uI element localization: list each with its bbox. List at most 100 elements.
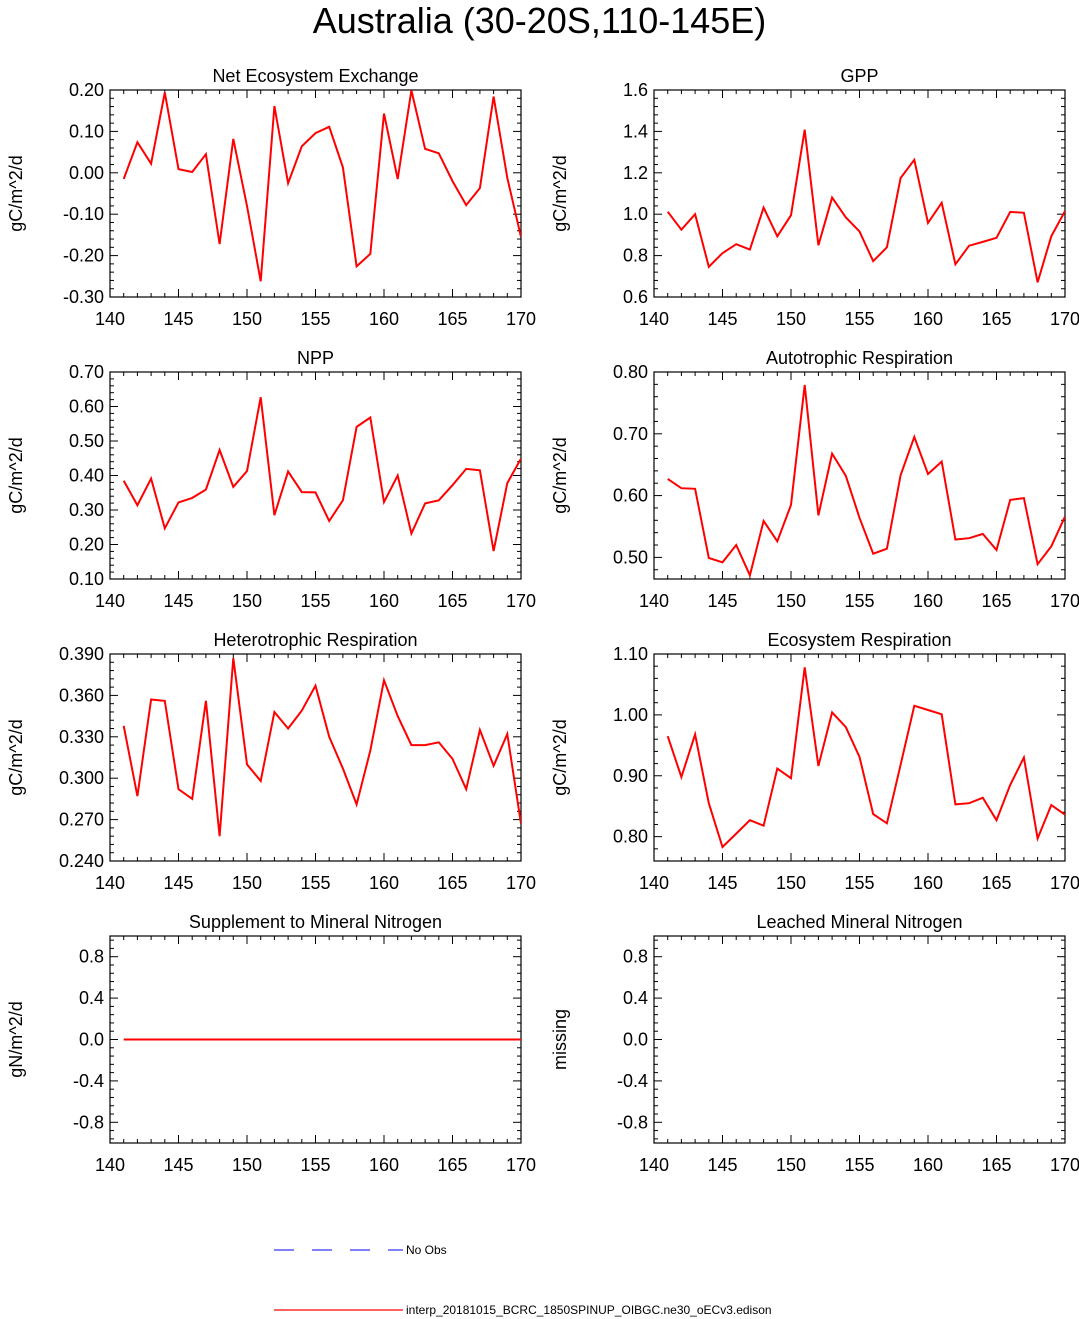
series-line <box>122 657 521 837</box>
figure-title: Australia (30-20S,110-145E) <box>312 0 767 41</box>
y-tick-label: -0.8 <box>617 1112 648 1132</box>
x-tick-label: 140 <box>639 591 669 611</box>
x-tick-label: 160 <box>913 873 943 893</box>
y-tick-label: 0.8 <box>623 947 648 967</box>
x-tick-label: 155 <box>844 873 874 893</box>
x-tick-label: 160 <box>369 1155 399 1175</box>
y-tick-label: 0.60 <box>69 397 104 417</box>
x-tick-label: 160 <box>913 309 943 329</box>
panel-3: NPP gC/m^2/d 140 145 150 155 160 165 170 0.10 0.20… <box>6 348 536 611</box>
x-tick-label: 150 <box>232 591 262 611</box>
x-tick-label: 165 <box>437 309 467 329</box>
panel-title: Supplement to Mineral Nitrogen <box>189 912 442 932</box>
x-tick-label: 140 <box>95 591 125 611</box>
y-tick-label: 0.20 <box>69 535 104 555</box>
y-tick-label: -0.4 <box>617 1071 648 1091</box>
y-tick-label: 0.8 <box>79 947 104 967</box>
x-tick-label: 160 <box>913 591 943 611</box>
y-axis-label: gC/m^2/d <box>550 719 570 795</box>
y-tick-label: 0.10 <box>69 569 104 589</box>
y-tick-label: 0.6 <box>623 287 648 307</box>
x-tick-label: 155 <box>844 591 874 611</box>
y-tick-label: 1.0 <box>623 204 648 224</box>
panel-title: NPP <box>297 348 334 368</box>
x-tick-label: 165 <box>981 873 1011 893</box>
panel-title: Ecosystem Respiration <box>767 630 951 650</box>
plot-frame <box>653 89 1066 298</box>
x-tick-label: 170 <box>506 1155 536 1175</box>
x-tick-label: 165 <box>437 591 467 611</box>
panel-6: Ecosystem Respiration gC/m^2/d 140 145 150 15… <box>550 630 1079 893</box>
legend: No Obs interp_20181015_BCRC_1850SPINUP_OI… <box>274 1243 772 1317</box>
x-tick-label: 140 <box>95 873 125 893</box>
x-tick-label: 150 <box>776 309 806 329</box>
x-tick-label: 140 <box>639 873 669 893</box>
y-tick-label: 0.30 <box>69 500 104 520</box>
y-tick-label: -0.8 <box>73 1112 104 1132</box>
x-tick-label: 165 <box>981 591 1011 611</box>
y-tick-label: 0.300 <box>59 768 104 788</box>
x-tick-label: 150 <box>776 591 806 611</box>
y-tick-label: -0.20 <box>63 246 104 266</box>
x-tick-label: 150 <box>232 873 262 893</box>
x-tick-label: 140 <box>639 309 669 329</box>
series-line <box>122 397 521 552</box>
x-tick-label: 170 <box>1050 309 1079 329</box>
x-tick-label: 160 <box>913 1155 943 1175</box>
x-tick-label: 170 <box>506 873 536 893</box>
panel-5: Heterotrophic Respiration gC/m^2/d 140 145 1… <box>6 630 536 893</box>
y-tick-label: 0.80 <box>613 827 648 847</box>
y-tick-label: -0.10 <box>63 204 104 224</box>
legend-model-label: interp_20181015_BCRC_1850SPINUP_OIBGC.ne… <box>406 1303 772 1317</box>
panel-1: Net Ecosystem Exchange gC/m^2/d 140 145 150 1… <box>6 66 536 329</box>
y-tick-label: 0.360 <box>59 685 104 705</box>
x-tick-label: 150 <box>232 1155 262 1175</box>
x-tick-label: 145 <box>163 873 193 893</box>
x-tick-label: 145 <box>707 591 737 611</box>
x-tick-label: 145 <box>163 1155 193 1175</box>
x-tick-label: 155 <box>300 873 330 893</box>
plot-frame <box>653 371 1066 580</box>
y-tick-label: 1.10 <box>613 644 648 664</box>
x-tick-label: 140 <box>95 1155 125 1175</box>
y-tick-label: 0.90 <box>613 766 648 786</box>
panel-title: Heterotrophic Respiration <box>213 630 417 650</box>
x-tick-label: 170 <box>1050 591 1079 611</box>
x-tick-label: 145 <box>163 591 193 611</box>
y-tick-label: 0.270 <box>59 810 104 830</box>
x-tick-label: 155 <box>844 309 874 329</box>
y-tick-label: 0.40 <box>69 466 104 486</box>
x-tick-label: 150 <box>232 309 262 329</box>
x-tick-label: 165 <box>437 1155 467 1175</box>
series-line <box>666 667 1065 849</box>
x-tick-label: 155 <box>844 1155 874 1175</box>
x-tick-label: 165 <box>437 873 467 893</box>
panel-8: Leached Mineral Nitrogen missing 140 145 150… <box>550 912 1079 1175</box>
y-tick-label: 1.2 <box>623 163 648 183</box>
y-tick-label: 0.0 <box>79 1030 104 1050</box>
x-tick-label: 160 <box>369 591 399 611</box>
y-tick-label: 0.4 <box>623 988 648 1008</box>
y-axis-label: gC/m^2/d <box>550 155 570 231</box>
panel-2: GPP gC/m^2/d 140 145 150 155 160 165 170 0.6 0.8 1.… <box>550 66 1079 329</box>
plot-frame <box>653 935 1066 1144</box>
y-tick-label: -0.4 <box>73 1071 104 1091</box>
x-tick-label: 160 <box>369 873 399 893</box>
y-tick-label: 0.330 <box>59 727 104 747</box>
y-tick-label: 0.390 <box>59 644 104 664</box>
x-tick-label: 145 <box>707 873 737 893</box>
y-tick-label: 0.0 <box>623 1030 648 1050</box>
x-tick-label: 155 <box>300 1155 330 1175</box>
y-tick-label: 0.10 <box>69 121 104 141</box>
y-tick-label: 0.50 <box>69 431 104 451</box>
panel-title: Autotrophic Respiration <box>766 348 953 368</box>
x-tick-label: 140 <box>639 1155 669 1175</box>
x-tick-label: 170 <box>506 309 536 329</box>
y-tick-label: 0.60 <box>613 486 648 506</box>
y-axis-label: gC/m^2/d <box>6 719 26 795</box>
legend-obs-label: No Obs <box>406 1243 447 1257</box>
y-tick-label: 0.70 <box>613 424 648 444</box>
y-tick-label: 0.8 <box>623 246 648 266</box>
x-tick-label: 165 <box>981 1155 1011 1175</box>
